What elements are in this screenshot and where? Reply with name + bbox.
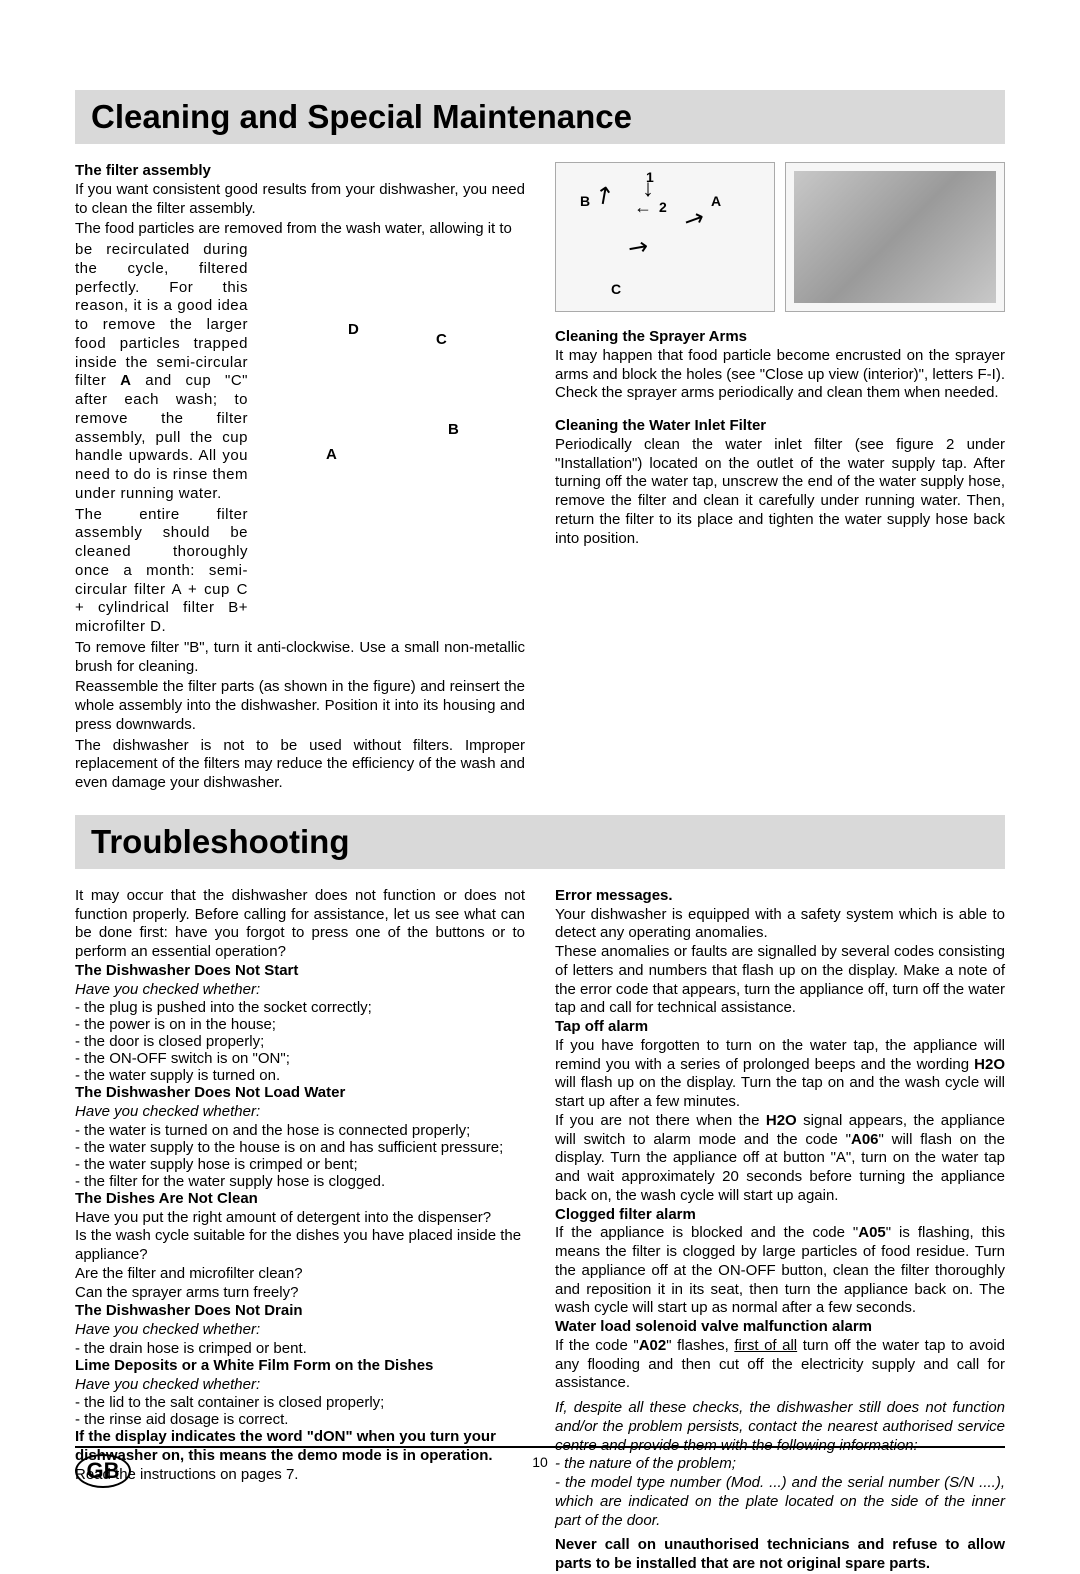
arrow-ne-icon: ↗: [679, 202, 709, 237]
list-item: the lid to the salt container is closed …: [75, 1394, 525, 1411]
ts-check-5: Have you checked whether:: [75, 1376, 525, 1395]
list-item: the power is on in the house;: [75, 1016, 525, 1033]
err-p2: These anomalies or faults are signalled …: [555, 943, 1005, 1018]
arrow-left-icon: ←: [634, 197, 652, 218]
clog-h: Clogged filter alarm: [555, 1206, 1005, 1225]
arrow-se-icon: ↗: [622, 230, 655, 265]
list-item: the ON-OFF switch is on "ON";: [75, 1050, 525, 1067]
list-item: the filter for the water supply hose is …: [75, 1173, 525, 1190]
cleaning-right-col: 1 B A 2 C ↓ ← ↗ ↗ ↗ Cleaning the Sprayer…: [555, 162, 1005, 795]
never: Never call on unauthorised technicians a…: [555, 1536, 1005, 1574]
list-item: the water supply to the house is on and …: [75, 1139, 525, 1156]
sprayer-diagrams: 1 B A 2 C ↓ ← ↗ ↗ ↗: [555, 162, 1005, 312]
diag-b: B: [580, 193, 590, 209]
hand-image: [794, 171, 996, 303]
diag-2: 2: [659, 199, 667, 215]
err-h: Error messages.: [555, 887, 1005, 906]
gb-badge: GB: [75, 1454, 131, 1488]
err-p1: Your dishwasher is equipped with a safet…: [555, 906, 1005, 944]
water-heading: Cleaning the Water Inlet Filter: [555, 417, 1005, 436]
cleaning-columns: The filter assembly If you want consiste…: [75, 162, 1005, 795]
sol-h: Water load solenoid valve malfunction al…: [555, 1318, 1005, 1337]
ts-list-2: the water is turned on and the hose is c…: [75, 1122, 525, 1190]
sol-p: If the code "A02" flashes, first of all …: [555, 1337, 1005, 1393]
filter-p4: To remove filter "B", turn it anti-clock…: [75, 639, 525, 677]
filter-p1: If you want consistent good results from…: [75, 181, 525, 219]
filter-p2-top: The food particles are removed from the …: [75, 220, 512, 239]
ts-intro: It may occur that the dishwasher does no…: [75, 887, 525, 962]
diagram-hand: [785, 162, 1005, 312]
cleaning-left-col: The filter assembly If you want consiste…: [75, 162, 525, 795]
list-item: the drain hose is crimped or bent.: [75, 1340, 525, 1357]
fig-label-b: B: [448, 421, 459, 438]
ts-p3c: Are the filter and microfilter clean?: [75, 1265, 525, 1284]
filter-wrap-2: be recirculated during the cycle, filter…: [75, 241, 525, 639]
clog-p: If the appliance is blocked and the code…: [555, 1224, 1005, 1318]
tap-p1: If you have forgotten to turn on the wat…: [555, 1037, 1005, 1112]
filter-text-narrow: The food particles are removed from the …: [75, 220, 512, 241]
arrow-nw-icon: ↗: [588, 178, 621, 213]
tap-p2: If you are not there when the H2O signal…: [555, 1112, 1005, 1206]
section-title-troubleshoot: Troubleshooting: [75, 815, 1005, 869]
fig-label-c: C: [436, 331, 447, 348]
filter-p6: The dishwasher is not to be used without…: [75, 737, 525, 793]
ts-list-4: the drain hose is crimped or bent.: [75, 1340, 525, 1357]
ts-check-4: Have you checked whether:: [75, 1321, 525, 1340]
tap-h: Tap off alarm: [555, 1018, 1005, 1037]
list-item: the water is turned on and the hose is c…: [75, 1122, 525, 1139]
filter-figure: D C B A: [258, 241, 525, 501]
fig-label-a: A: [326, 446, 337, 463]
ts-h2: The Dishwasher Does Not Load Water: [75, 1084, 525, 1103]
water-p: Periodically clean the water inlet filte…: [555, 436, 1005, 549]
filter-p5: Reassemble the filter parts (as shown in…: [75, 678, 525, 734]
sprayer-p: It may happen that food particle become …: [555, 347, 1005, 403]
list-item: the door is closed properly;: [75, 1033, 525, 1050]
diag-a: A: [711, 193, 721, 209]
section-title-cleaning: Cleaning and Special Maintenance: [75, 90, 1005, 144]
ts-check-1: Have you checked whether:: [75, 981, 525, 1000]
ts-check-2: Have you checked whether:: [75, 1103, 525, 1122]
ts-p3d: Can the sprayer arms turn freely?: [75, 1284, 525, 1303]
ts-h4: The Dishwasher Does Not Drain: [75, 1302, 525, 1321]
list-item: the plug is pushed into the socket corre…: [75, 999, 525, 1016]
ts-p3b: Is the wash cycle suitable for the dishe…: [75, 1227, 525, 1265]
filter-wrap: The food particles are removed from the …: [75, 220, 525, 241]
list-item: the water supply is turned on.: [75, 1067, 525, 1084]
ts-h5: Lime Deposits or a White Film Form on th…: [75, 1357, 525, 1376]
fig-label-d: D: [348, 321, 359, 338]
list-item: the rinse aid dosage is correct.: [75, 1411, 525, 1428]
diagram-arrows: 1 B A 2 C ↓ ← ↗ ↗ ↗: [555, 162, 775, 312]
ts-list-5: the lid to the salt container is closed …: [75, 1394, 525, 1428]
ts-list-1: the plug is pushed into the socket corre…: [75, 999, 525, 1084]
sprayer-heading: Cleaning the Sprayer Arms: [555, 328, 1005, 347]
page-number: 10: [532, 1454, 548, 1470]
filter-heading: The filter assembly: [75, 162, 525, 181]
ts-h1: The Dishwasher Does Not Start: [75, 962, 525, 981]
ts-p3a: Have you put the right amount of deterge…: [75, 1209, 525, 1228]
ts-h3: The Dishes Are Not Clean: [75, 1190, 525, 1209]
footer: GB 10: [75, 1446, 1005, 1488]
list-item: the water supply hose is crimped or bent…: [75, 1156, 525, 1173]
filter-p3: The entire filter assembly should be cle…: [75, 506, 248, 637]
filter-narrow-col: be recirculated during the cycle, filter…: [75, 241, 248, 639]
diag-c: C: [611, 281, 621, 297]
filter-p2: be recirculated during the cycle, filter…: [75, 241, 248, 504]
